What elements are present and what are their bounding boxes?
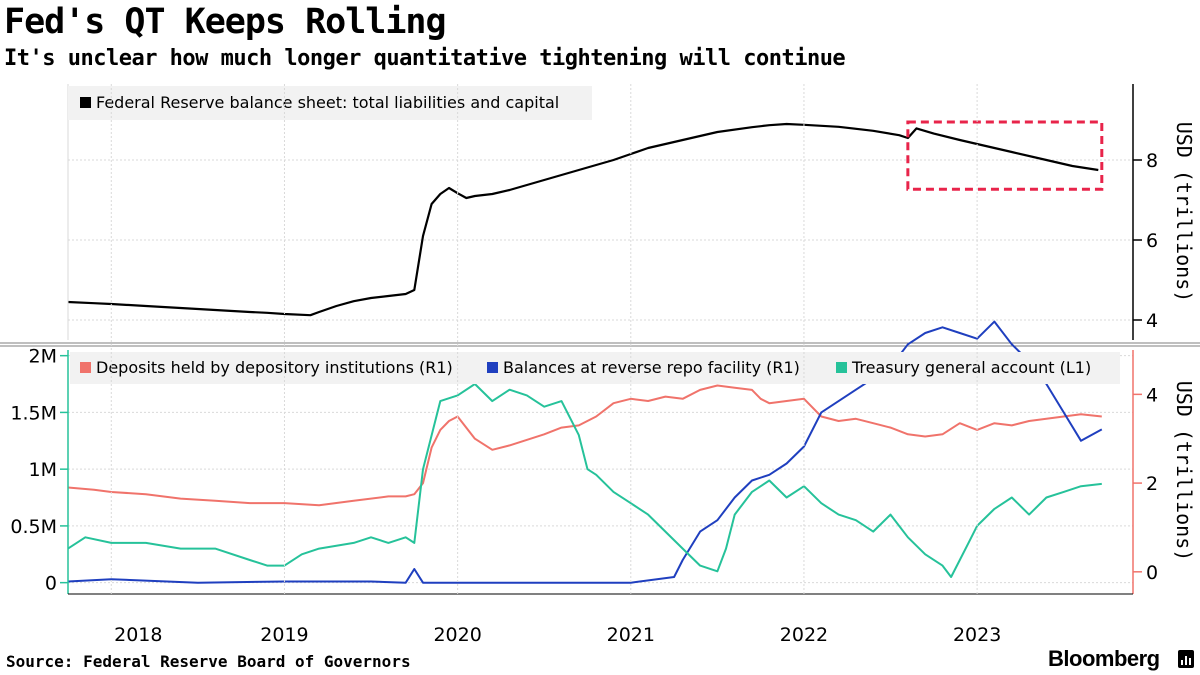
bottom-legend: Deposits held by depository institutions… [70,352,1120,384]
x-axis: 2018 2019 2020 2021 2022 2023 [68,84,1133,646]
highlight-box [906,120,1104,191]
top-y-tick-label: 4 [1146,310,1158,332]
series-line-tga [67,383,1102,578]
left-y-tick-label: 0 [45,573,57,595]
bloomberg-chart-icon [1178,650,1194,668]
right-y-tick-label: 2 [1146,473,1158,495]
top-right-axis: 4 6 8 USD (trillions) [67,84,1196,340]
legend-swatch-tga [836,362,847,373]
bottom-legend-box [70,352,1120,384]
chart-title: Fed's QT Keeps Rolling [4,2,447,42]
x-tick-label: 2021 [607,624,655,646]
top-legend-box [68,86,592,120]
right-y-tick-label: 0 [1146,562,1158,584]
legend-swatch-reverse-repo [487,362,498,373]
left-y-tick-label: 2M [29,346,57,368]
legend-label-tga: Treasury general account (L1) [851,358,1091,377]
right-y-tick-label: 4 [1146,384,1158,406]
x-tick-label: 2018 [114,624,162,646]
top-legend: Federal Reserve balance sheet: total lia… [68,86,592,120]
series-line-deposits [67,384,1102,507]
bottom-panel: 0 0.5M 1M 1.5M 2M 0 2 4 USD (trillions) Deposits… [10,320,1196,595]
top-y-tick-label: 8 [1146,150,1158,172]
top-y-axis-label: USD (trillions) [1172,122,1196,303]
left-y-tick-label: 1M [29,459,57,481]
bottom-axes: 0 0.5M 1M 1.5M 2M 0 2 4 USD (trillions) [10,346,1196,595]
bottom-series-lines [67,320,1103,584]
left-y-tick-label: 0.5M [10,516,57,538]
x-tick-label: 2019 [260,624,308,646]
chart-subtitle: It's unclear how much longer quantitativ… [4,46,846,71]
bottom-gridlines [68,355,1133,584]
top-y-tick-label: 6 [1146,230,1158,252]
legend-label-deposits: Deposits held by depository institutions… [96,358,453,377]
series-line-reverse-repo [67,320,1103,584]
legend-label-balance-sheet: Federal Reserve balance sheet: total lia… [96,93,559,112]
top-gridlines [68,159,1133,321]
x-tick-label: 2023 [953,624,1001,646]
top-panel: 4 6 8 USD (trillions) Federal Reserve balan… [67,84,1196,340]
source-note: Source: Federal Reserve Board of Governo… [6,652,411,671]
left-y-tick-label: 1.5M [10,402,57,424]
x-tick-label: 2020 [433,624,481,646]
x-tick-label: 2022 [780,624,828,646]
series-line-balance-sheet [67,122,1099,317]
legend-swatch-deposits [80,362,91,373]
qt-highlight-rect [906,120,1104,191]
legend-label-reverse-repo: Balances at reverse repo facility (R1) [503,358,800,377]
legend-swatch-balance-sheet [80,97,91,108]
bottom-y-axis-label: USD (trillions) [1172,381,1196,562]
top-series-lines [67,122,1099,317]
bloomberg-logo: Bloomberg [1048,646,1160,671]
